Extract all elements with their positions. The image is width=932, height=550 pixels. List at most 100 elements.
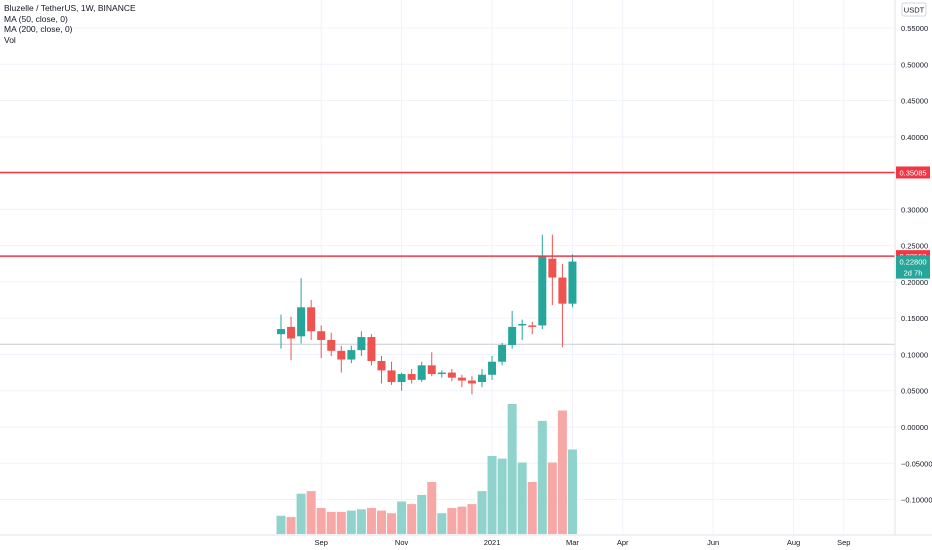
candle[interactable]: [548, 234, 557, 306]
volume-bar: [457, 506, 467, 534]
candle-body: [467, 380, 476, 384]
candle-body: [377, 360, 386, 371]
candle[interactable]: [347, 345, 356, 364]
candle-body: [488, 361, 497, 375]
candle[interactable]: [357, 331, 366, 356]
volume-bar: [417, 495, 427, 534]
candle-body: [528, 325, 537, 327]
volume-legend[interactable]: Vol: [4, 34, 16, 45]
volume-bar: [356, 509, 366, 534]
price-tick-label: −0.05000: [901, 459, 932, 468]
price-tick-label: 0.55000: [901, 24, 928, 33]
candle[interactable]: [307, 300, 316, 340]
currency-label: USDT: [904, 6, 925, 15]
candle-body: [327, 339, 336, 351]
volume-bar: [377, 510, 386, 534]
time-tick-label: Apr: [617, 538, 629, 547]
time-axis[interactable]: Sep Nov 2021 Mar Apr Jun Aug Sep: [315, 538, 851, 547]
candle[interactable]: [387, 361, 396, 385]
candle-body: [357, 337, 366, 351]
candle-body: [297, 307, 306, 337]
candle-body: [307, 307, 316, 332]
candle-body: [437, 372, 446, 375]
volume-bar: [537, 420, 547, 534]
candle-body: [518, 323, 527, 326]
time-tick-label: Sep: [837, 538, 850, 547]
candle-body: [397, 374, 406, 383]
volume-bar: [276, 515, 286, 534]
candle-body: [538, 256, 547, 326]
candle[interactable]: [327, 332, 336, 356]
candle[interactable]: [508, 310, 517, 349]
candle[interactable]: [498, 342, 507, 366]
candle-body: [427, 365, 436, 375]
candle[interactable]: [277, 314, 285, 349]
candle-body: [548, 258, 557, 278]
time-tick-label: Nov: [395, 538, 409, 547]
volume-bars: [276, 404, 577, 534]
symbol-title[interactable]: Bluzelle / TetherUS, 1W, BINANCE: [4, 3, 136, 13]
candle[interactable]: [297, 278, 306, 344]
price-tick-label: 0.05000: [901, 387, 928, 396]
ma200-legend[interactable]: MA (200, close, 0): [4, 24, 73, 34]
candle[interactable]: [518, 319, 527, 340]
hline-price-badge: [896, 166, 930, 179]
candle[interactable]: [417, 361, 426, 383]
chart-grid: [0, 0, 895, 535]
candle-body: [568, 261, 577, 304]
time-tick-label: Mar: [566, 538, 579, 547]
candle-body: [407, 374, 416, 380]
candle[interactable]: [558, 263, 567, 348]
volume-bar: [397, 501, 407, 534]
candle[interactable]: [317, 325, 326, 359]
candle-body: [387, 370, 396, 383]
candle[interactable]: [478, 368, 486, 388]
candle-body: [417, 365, 426, 380]
candle[interactable]: [397, 372, 406, 391]
price-tick-label: 0.30000: [901, 205, 928, 214]
hline-price-label: 0.35085: [899, 168, 926, 177]
horizontal-lines[interactable]: [0, 171, 895, 257]
candle[interactable]: [287, 316, 296, 361]
volume-bar: [557, 410, 567, 534]
candle[interactable]: [437, 370, 446, 378]
price-tick-label: 0.00000: [901, 423, 928, 432]
ma50-legend[interactable]: MA (50, close, 0): [4, 13, 68, 24]
candle[interactable]: [367, 334, 376, 366]
candle[interactable]: [337, 345, 346, 373]
price-tick-label: 0.20000: [901, 278, 928, 287]
candle-body: [478, 374, 486, 383]
candle[interactable]: [568, 254, 577, 308]
volume-bar: [497, 458, 507, 534]
volume-bar: [517, 462, 527, 534]
volume-bar: [366, 508, 376, 534]
candle[interactable]: [447, 368, 456, 382]
candle[interactable]: [488, 355, 497, 380]
candle[interactable]: [407, 368, 416, 384]
last-price-badge: [896, 255, 930, 279]
candle-body: [457, 377, 466, 381]
currency-button[interactable]: USDT: [901, 2, 927, 17]
candle-body: [287, 326, 296, 339]
candle-body: [558, 277, 567, 304]
candle-body: [277, 329, 285, 335]
candle[interactable]: [467, 376, 476, 395]
candle[interactable]: [528, 321, 537, 335]
candle[interactable]: [427, 352, 436, 377]
volume-bar: [387, 513, 397, 534]
candle-body: [508, 326, 517, 346]
volume-bar: [527, 482, 537, 534]
candle-body: [347, 350, 356, 360]
volume-bar: [306, 491, 316, 534]
candle[interactable]: [457, 374, 466, 388]
bar-countdown-label: 2d 7h: [904, 269, 923, 278]
price-tick-label: 0.45000: [901, 97, 928, 106]
candle[interactable]: [377, 355, 386, 384]
volume-bar: [326, 511, 336, 534]
candle[interactable]: [538, 234, 547, 330]
volume-bar: [296, 493, 306, 534]
candlestick-series[interactable]: [277, 234, 577, 395]
last-price-label: 0.22800: [899, 258, 926, 267]
price-tick-label: 0.50000: [901, 60, 928, 69]
